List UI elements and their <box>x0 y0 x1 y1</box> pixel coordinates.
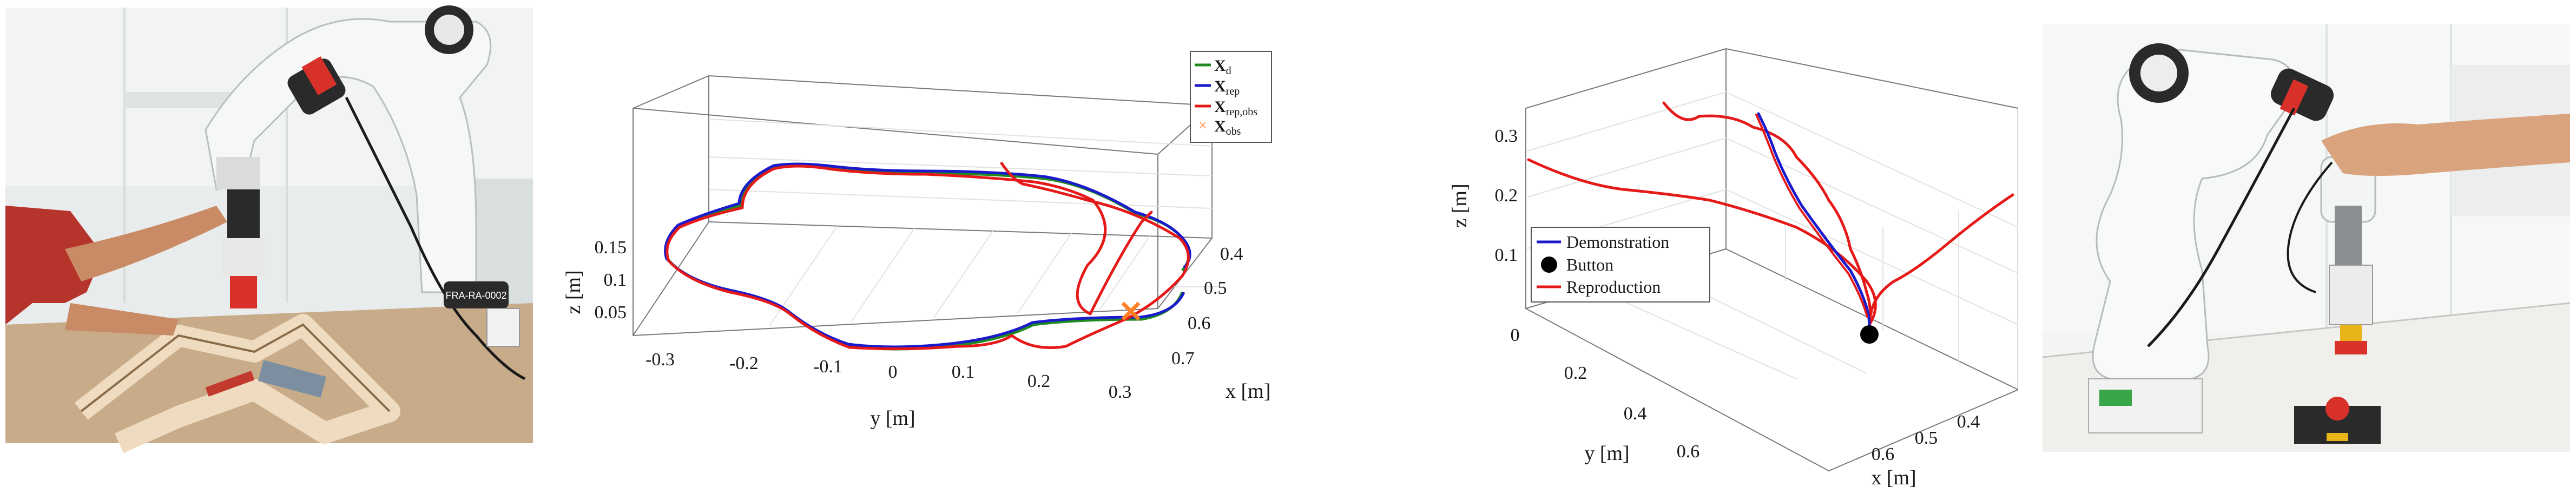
plot-a-trajectories <box>664 161 1191 351</box>
plot-b-svg: Demonstration Button Reproduction z [m] … <box>1450 48 2018 489</box>
plot-b: Demonstration Button Reproduction z [m] … <box>1450 0 2018 493</box>
legend-item-x-rep: Xrep <box>1214 77 1240 97</box>
trajectory-reproduction-1 <box>1527 158 1877 326</box>
plot-a-y-tick: 0.3 <box>1109 382 1132 402</box>
plot-b-x-tick: 0.5 <box>1915 428 1938 448</box>
robot-badge: FRA-RA-0002 <box>445 290 506 301</box>
legend-item-demonstration: Demonstration <box>1566 232 1669 252</box>
plot-b-legend: Demonstration Button Reproduction <box>1531 227 1710 303</box>
plot-b-z-tick: 0.1 <box>1495 245 1518 265</box>
trajectory-reproduction-3 <box>1868 193 2014 326</box>
trajectory-demonstration <box>1757 112 1871 326</box>
plot-a-y-tick: -0.2 <box>729 353 759 373</box>
plot-a-y-tick: 0 <box>888 362 898 382</box>
plot-b-trajectories <box>1527 101 2014 326</box>
svg-text:×: × <box>1199 117 1207 133</box>
trajectory-reproduction-obstacle <box>666 161 1190 351</box>
plot-b-axes-box <box>1525 48 2018 472</box>
button-marker <box>1860 325 1879 344</box>
plot-a-x-tick: 0.6 <box>1188 313 1211 333</box>
plot-b-y-label: y [m] <box>1584 442 1629 465</box>
plot-b-x-label: x [m] <box>1871 466 1916 489</box>
plot-a-z-tick: 0.1 <box>604 270 627 290</box>
plot-b-y-tick: 0.4 <box>1624 404 1647 424</box>
plot-a-z-tick: 0.05 <box>595 303 627 323</box>
plot-a-y-tick: 0.1 <box>952 362 975 382</box>
legend-item-x-rep-obs: Xrep,obs <box>1214 98 1257 118</box>
plot-a-x-label: x [m] <box>1226 380 1270 403</box>
obstacle-marker <box>1121 301 1141 321</box>
plot-b-y-tick: 0 <box>1511 325 1520 345</box>
trajectory-reproduction-2 <box>1662 101 1872 326</box>
plot-b-x-tick: 0.6 <box>1872 444 1895 464</box>
plot-b-y-tick: 0.6 <box>1677 442 1700 462</box>
plot-a-z-tick: 0.15 <box>595 238 627 258</box>
photo-right-illustration <box>2042 24 2571 452</box>
plot-a-z-label: z [m] <box>562 270 585 314</box>
legend-item-x-d: Xd <box>1214 57 1231 77</box>
plot-a-x-tick: 0.7 <box>1171 349 1195 369</box>
photo-left-illustration: FRA-RA-0002 <box>5 5 533 453</box>
plot-a-legend: Xd Xrep Xrep,obs × Xobs <box>1190 51 1272 143</box>
plot-a-svg: Xd Xrep Xrep,obs × Xobs z [m] 0.15 0.1 0… <box>562 51 1272 430</box>
plot-a-y-tick: -0.1 <box>813 357 842 377</box>
legend-item-reproduction: Reproduction <box>1566 277 1661 297</box>
plot-a: Xd Xrep Xrep,obs × Xobs z [m] 0.15 0.1 0… <box>546 0 1299 493</box>
plot-b-z-label: z [m] <box>1450 183 1471 227</box>
plot-a-x-tick: 0.5 <box>1204 278 1227 298</box>
photo-left: FRA-RA-0002 <box>0 0 536 493</box>
photo-right <box>2040 0 2573 493</box>
plot-b-x-tick: 0.4 <box>1957 412 1980 432</box>
plot-a-y-tick: -0.3 <box>645 350 675 370</box>
plot-a-x-tick: 0.4 <box>1220 244 1243 264</box>
plot-a-axes-box <box>633 75 1226 337</box>
plot-a-y-label: y [m] <box>870 407 915 430</box>
plot-a-y-tick: 0.2 <box>1027 371 1051 391</box>
trajectory-reproduction <box>664 162 1191 349</box>
plot-b-z-tick: 0.2 <box>1495 186 1518 206</box>
legend-item-button: Button <box>1566 255 1613 274</box>
plot-b-z-tick: 0.3 <box>1495 126 1518 146</box>
trajectory-reproduction-4 <box>1755 114 1868 318</box>
plot-b-y-tick: 0.2 <box>1564 363 1587 383</box>
legend-item-x-obs: Xobs <box>1214 117 1241 137</box>
